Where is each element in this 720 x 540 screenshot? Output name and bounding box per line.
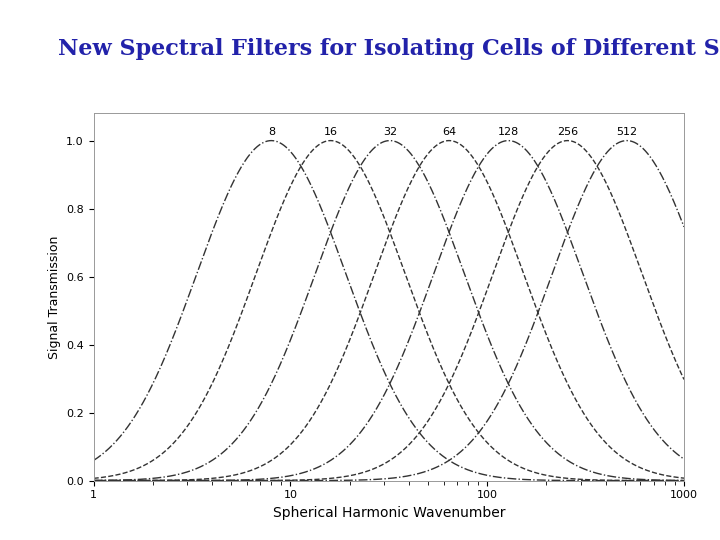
Text: 16: 16 — [323, 127, 338, 137]
Y-axis label: Signal Transmission: Signal Transmission — [48, 235, 60, 359]
Text: 512: 512 — [616, 127, 637, 137]
Text: New Spectral Filters for Isolating Cells of Different Sizes: New Spectral Filters for Isolating Cells… — [58, 38, 720, 60]
Text: 128: 128 — [498, 127, 519, 137]
X-axis label: Spherical Harmonic Wavenumber: Spherical Harmonic Wavenumber — [273, 506, 505, 520]
Text: 256: 256 — [557, 127, 578, 137]
Text: 64: 64 — [442, 127, 456, 137]
Text: 32: 32 — [383, 127, 397, 137]
Text: 8: 8 — [268, 127, 275, 137]
